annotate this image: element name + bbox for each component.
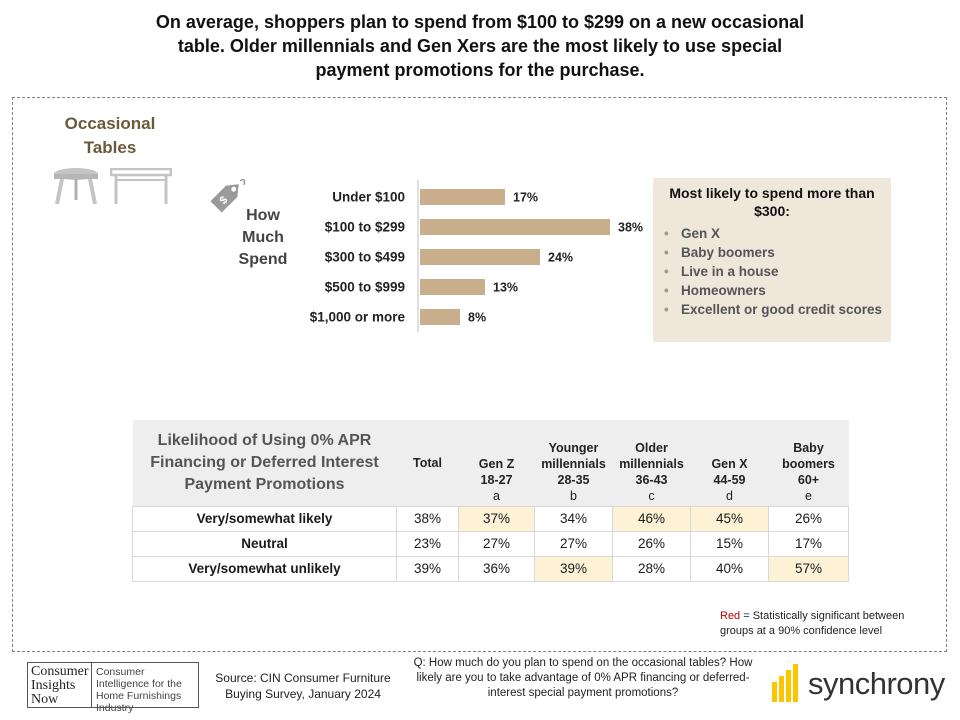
row-label: Neutral (132, 530, 397, 557)
spend-more-callout: Most likely to spend more than $300: Gen… (653, 178, 891, 342)
price-tag-icon: $ (210, 178, 246, 213)
table-cell: 17% (768, 530, 849, 557)
category-title: Occasional Tables (50, 112, 170, 160)
content-frame (12, 97, 947, 652)
table-cell: 23% (396, 530, 459, 557)
column-letter: b (570, 488, 577, 503)
how-much-line1: How (246, 207, 280, 224)
bar-category-label: Under $100 (332, 190, 405, 205)
bar-value-label: 8% (468, 311, 486, 325)
column-letter: a (493, 488, 500, 503)
significance-note: Red = Statistically significant between … (720, 609, 938, 639)
column-letter: c (648, 488, 655, 503)
cin-logo-tagline: Consumer Intelligence for the Home Furni… (96, 666, 182, 714)
table-cell-highlighted: 57% (768, 555, 849, 582)
callout-list: Gen X Baby boomers Live in a house Homeo… (661, 224, 883, 319)
column-name: Older millennials (619, 440, 684, 471)
column-range: 44-59 (713, 472, 746, 487)
bar-category-label: $100 to $299 (325, 220, 405, 235)
column-header-baby-boomers: Baby boomers 60+ e (768, 420, 849, 506)
column-name: Gen X (711, 456, 748, 471)
cin-logo-word: Insights (31, 678, 76, 693)
bar (420, 219, 610, 235)
table-cell: 40% (690, 555, 769, 582)
how-much-spend-label: How Much Spend (228, 205, 298, 271)
bar-value-label: 38% (618, 221, 643, 235)
column-range: 60+ (797, 472, 820, 487)
table-cell-highlighted: 46% (612, 505, 691, 532)
column-letter: d (726, 488, 733, 503)
round-stool-icon (54, 168, 98, 205)
callout-item: Gen X (661, 224, 883, 243)
bar (420, 309, 460, 325)
table-cell: 15% (690, 530, 769, 557)
column-header-older-millennials: Older millennials 36-43 c (612, 420, 691, 506)
source-note: Source: CIN Consumer Furniture Buying Su… (215, 671, 391, 701)
table-cell-highlighted: 45% (690, 505, 769, 532)
synchrony-bars-icon (772, 664, 798, 702)
how-much-line2: Much (242, 229, 284, 246)
bar (420, 279, 485, 295)
cin-logo: Consumer Insights Now Consumer Intellige… (27, 662, 199, 714)
column-header-gen-z: Gen Z 18-27 a (458, 420, 535, 506)
table-row: Very/somewhat likely 38% 37% 34% 46% 45%… (132, 505, 849, 532)
spend-bar-chart: Under $100 17% $100 to $299 38% $300 to $499… (310, 180, 643, 332)
column-name: Total (413, 455, 442, 470)
callout-item: Excellent or good credit scores (661, 300, 883, 319)
table-cell: 28% (612, 555, 691, 582)
cin-logo-word: Consumer (31, 664, 89, 679)
column-range: 28-35 (557, 472, 590, 487)
table-header-row: Likelihood of Using 0% APR Financing or … (132, 420, 849, 506)
table-cell: 26% (612, 530, 691, 557)
table-cell: 34% (534, 505, 613, 532)
column-name: Gen Z (478, 456, 515, 471)
table-cell: 38% (396, 505, 459, 532)
bar (420, 249, 540, 265)
synchrony-wordmark: synchrony (808, 666, 945, 701)
table-cell: 26% (768, 505, 849, 532)
table-cell: 36% (458, 555, 535, 582)
table-cell: 39% (396, 555, 459, 582)
cin-logo-wordmark: Consumer Insights Now (28, 663, 92, 707)
table-cell-highlighted: 37% (458, 505, 535, 532)
column-range: 18-27 (480, 472, 513, 487)
table-row: Neutral 23% 27% 27% 26% 15% 17% (132, 530, 849, 557)
category-title-line2: Tables (83, 138, 137, 157)
table-cell: 27% (458, 530, 535, 557)
bar-value-label: 13% (493, 281, 518, 295)
page-title: On average, shoppers plan to spend from … (155, 12, 805, 80)
bar (420, 189, 505, 205)
column-name: Baby boomers (782, 440, 835, 471)
side-table-icon (110, 168, 172, 204)
bar-value-label: 17% (513, 191, 538, 205)
bar-value-label: 24% (548, 251, 573, 265)
significance-text: = Statistically significant between grou… (720, 610, 905, 637)
bar-category-label: $300 to $499 (325, 250, 405, 265)
callout-item: Live in a house (661, 262, 883, 281)
column-letter: e (805, 488, 812, 503)
callout-item: Baby boomers (661, 243, 883, 262)
survey-question: Q: How much do you plan to spend on the … (413, 657, 753, 699)
table-cell-highlighted: 39% (534, 555, 613, 582)
table-row: Very/somewhat unlikely 39% 36% 39% 28% 4… (132, 555, 849, 582)
synchrony-logo: synchrony (770, 664, 945, 704)
how-much-line3: Spend (238, 251, 288, 268)
column-header-gen-x: Gen X 44-59 d (690, 420, 769, 506)
row-label: Very/somewhat unlikely (132, 555, 397, 582)
bar-category-label: $500 to $999 (325, 280, 405, 295)
table-corner-title: Likelihood of Using 0% APR Financing or … (132, 420, 397, 506)
category-title-line1: Occasional (64, 114, 156, 133)
callout-title: Most likely to spend more than $300: (669, 185, 875, 219)
bar-category-label: $1,000 or more (310, 310, 406, 325)
column-header-younger-millennials: Younger millennials 28-35 b (534, 420, 613, 506)
row-label: Very/somewhat likely (132, 505, 397, 532)
callout-item: Homeowners (661, 281, 883, 300)
table-cell: 27% (534, 530, 613, 557)
column-range: 36-43 (635, 472, 668, 487)
likelihood-table: Likelihood of Using 0% APR Financing or … (132, 420, 849, 582)
cin-logo-word: Now (31, 692, 59, 707)
column-header-total: Total (396, 420, 459, 506)
column-name: Younger millennials (541, 440, 606, 471)
significance-red-word: Red (720, 610, 741, 622)
